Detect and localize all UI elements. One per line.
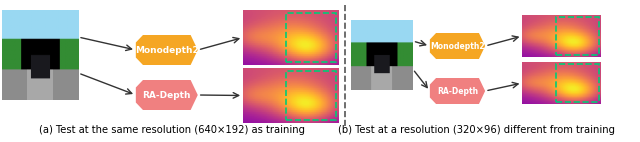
Polygon shape <box>136 35 198 65</box>
Polygon shape <box>430 33 485 59</box>
Polygon shape <box>136 80 198 110</box>
Text: Monodepth2: Monodepth2 <box>135 45 198 55</box>
Text: RA-Depth: RA-Depth <box>437 86 478 96</box>
Polygon shape <box>430 78 485 104</box>
Text: RA-Depth: RA-Depth <box>143 90 191 100</box>
Text: Monodepth2: Monodepth2 <box>430 41 485 51</box>
Text: (b) Test at a resolution (320×96) different from training: (b) Test at a resolution (320×96) differ… <box>338 125 615 135</box>
Bar <box>286 71 335 120</box>
Bar <box>286 13 335 62</box>
Bar <box>556 17 598 55</box>
Text: (a) Test at the same resolution (640×192) as training: (a) Test at the same resolution (640×192… <box>38 125 305 135</box>
Bar <box>556 64 598 102</box>
